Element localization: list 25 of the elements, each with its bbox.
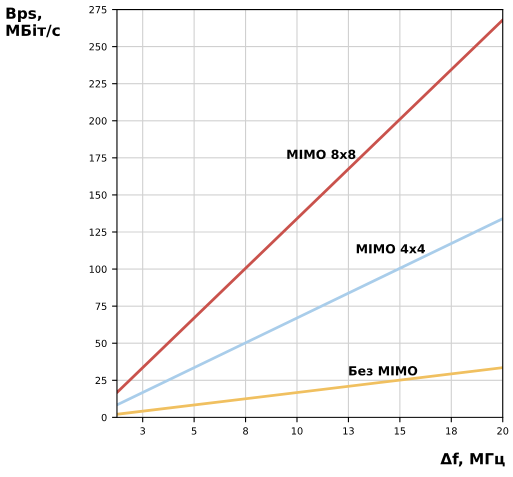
y-tick-label: 0 (102, 414, 107, 422)
y-tick-label: 150 (90, 191, 107, 199)
y-tick-label: 175 (90, 154, 106, 162)
series-label: Без MIMO (349, 366, 418, 376)
y-tick-label: 50 (96, 340, 107, 348)
x-axis-title: Δf, МГц (440, 452, 505, 466)
y-tick-label: 250 (89, 43, 107, 50)
y-tick-label: 25 (96, 376, 106, 384)
y-tick-label: 75 (96, 302, 106, 310)
x-tick-label: 3 (140, 427, 145, 435)
x-tick-label: 10 (292, 427, 303, 435)
y-tick-label: 100 (90, 266, 107, 273)
x-tick-label: 20 (497, 427, 508, 435)
y-tick-label: 125 (90, 228, 106, 236)
series-label: MIMO 8x8 (287, 150, 356, 160)
y-tick-label: 225 (89, 80, 106, 88)
y-tick-label: 275 (89, 6, 106, 14)
x-tick-label: 5 (192, 427, 196, 435)
series-label: MIMO 4x4 (356, 244, 426, 254)
x-tick-label: 18 (446, 427, 457, 435)
x-tick-label: 15 (394, 427, 406, 435)
y-tick-label: 200 (89, 117, 107, 125)
x-tick-label: 8 (243, 427, 248, 435)
x-tick-label: 13 (343, 427, 354, 435)
y-axis-title: Bps, МБіт/с (6, 8, 60, 38)
